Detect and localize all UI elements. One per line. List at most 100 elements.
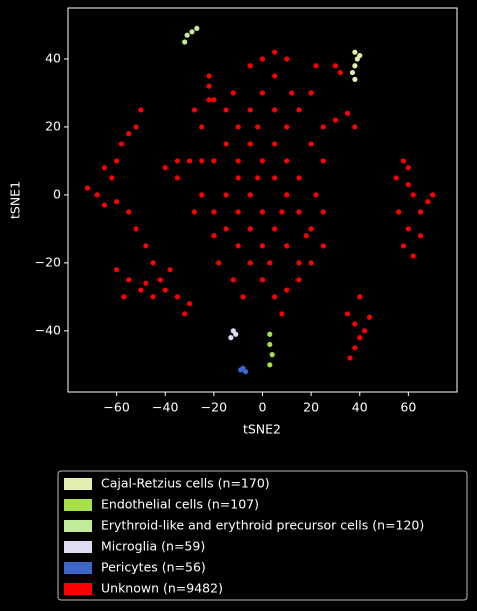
point xyxy=(235,209,241,215)
legend-swatch xyxy=(64,499,92,511)
point xyxy=(352,76,358,82)
point xyxy=(337,69,343,76)
x-axis-label: tSNE2 xyxy=(243,422,281,437)
point xyxy=(296,107,302,113)
point xyxy=(405,182,411,188)
point xyxy=(230,90,236,96)
point xyxy=(150,294,156,300)
legend-label: Unknown (n=9482) xyxy=(101,581,223,596)
point xyxy=(235,175,241,181)
legend-swatch xyxy=(64,562,92,574)
point xyxy=(284,124,290,130)
point xyxy=(138,107,144,113)
point xyxy=(430,192,436,198)
point xyxy=(393,175,399,181)
point xyxy=(126,131,132,137)
y-tick-label: −20 xyxy=(35,254,61,269)
point xyxy=(242,369,249,375)
point xyxy=(332,63,339,69)
point xyxy=(114,158,120,164)
point xyxy=(211,97,217,103)
point xyxy=(410,253,416,259)
point xyxy=(126,209,132,215)
y-axis-label: tSNE1 xyxy=(8,181,23,219)
point xyxy=(267,331,273,337)
point xyxy=(284,243,290,249)
point xyxy=(352,63,358,69)
point xyxy=(259,209,266,215)
point xyxy=(223,226,229,232)
point xyxy=(199,192,205,198)
point xyxy=(259,56,266,62)
point xyxy=(157,277,163,283)
point xyxy=(101,165,108,171)
point xyxy=(223,192,229,198)
point xyxy=(396,209,402,215)
point xyxy=(352,321,358,327)
point xyxy=(143,243,149,249)
point xyxy=(417,233,424,239)
point xyxy=(349,69,356,76)
point xyxy=(206,97,212,103)
point xyxy=(313,192,319,198)
point xyxy=(320,209,326,215)
point xyxy=(417,209,424,215)
point xyxy=(247,260,253,266)
x-tick-label: 60 xyxy=(400,400,416,415)
legend-swatch xyxy=(64,541,92,553)
point xyxy=(247,141,253,147)
y-tick-label: 40 xyxy=(45,50,61,65)
point xyxy=(296,260,302,266)
point xyxy=(284,158,290,164)
point xyxy=(84,185,91,191)
point xyxy=(320,124,326,130)
point xyxy=(182,39,188,45)
point xyxy=(238,367,244,373)
point xyxy=(162,165,168,171)
point xyxy=(344,311,351,317)
plot-frame xyxy=(67,7,458,393)
point xyxy=(308,141,314,147)
point xyxy=(405,165,411,171)
point xyxy=(223,141,229,147)
point xyxy=(357,335,363,341)
point xyxy=(143,280,149,286)
point xyxy=(255,175,261,181)
point xyxy=(259,243,266,249)
point xyxy=(133,226,139,232)
point xyxy=(357,52,363,59)
x-tick-label: 40 xyxy=(352,400,368,415)
point xyxy=(114,267,120,273)
legend-label: Erythroid-like and erythroid precursor c… xyxy=(101,518,424,533)
point xyxy=(247,192,253,198)
point xyxy=(191,107,198,113)
point xyxy=(308,90,314,96)
point xyxy=(211,233,217,239)
point xyxy=(235,158,241,164)
point xyxy=(272,141,278,147)
point xyxy=(289,90,295,96)
point xyxy=(199,124,205,130)
point xyxy=(211,158,217,164)
point xyxy=(272,73,278,79)
point xyxy=(138,287,144,293)
point xyxy=(167,267,173,273)
legend-swatch xyxy=(64,520,92,532)
point xyxy=(240,294,246,300)
point xyxy=(259,158,266,164)
point xyxy=(174,294,181,300)
point xyxy=(259,277,266,283)
point xyxy=(162,287,168,293)
point xyxy=(284,192,290,198)
x-tick-label: 20 xyxy=(303,400,319,415)
x-tick-label: −60 xyxy=(103,400,129,415)
point xyxy=(184,32,190,38)
point xyxy=(347,355,353,361)
point xyxy=(272,294,278,300)
legend-box xyxy=(57,470,468,601)
point xyxy=(101,202,108,208)
legend-label: Endothelial cells (n=107) xyxy=(101,497,259,512)
point xyxy=(272,175,278,181)
point xyxy=(272,49,278,55)
point xyxy=(235,243,241,249)
